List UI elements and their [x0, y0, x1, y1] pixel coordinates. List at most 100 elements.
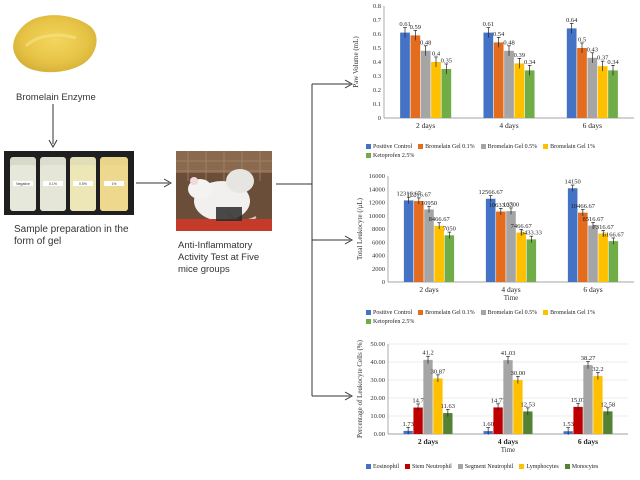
- bar: [588, 225, 598, 282]
- bar: [578, 212, 588, 282]
- data-label: 12316.67: [396, 191, 421, 198]
- data-label: 6166.67: [603, 231, 625, 238]
- data-label: 0.4: [432, 50, 441, 57]
- data-label: 0.39: [514, 52, 525, 59]
- data-label: 12.53: [521, 401, 536, 408]
- legend-swatch: [457, 464, 463, 469]
- bar: [413, 407, 423, 434]
- legend-item: Stem Neutrophil: [405, 462, 452, 471]
- bar: [444, 235, 455, 282]
- bar: [485, 198, 496, 282]
- bar: [424, 209, 434, 282]
- bar: [410, 35, 421, 118]
- data-label: 14.77: [491, 397, 506, 404]
- y-tick-label: 0: [378, 115, 381, 122]
- data-label: 1.53: [562, 421, 573, 428]
- legend-item: Ketoprofen 2.5%: [366, 317, 414, 326]
- bar: [506, 211, 516, 282]
- paw-volume-legend: Positive Control Bromelain Gel 0.1% Bromel…: [366, 142, 636, 160]
- bar: [441, 69, 452, 118]
- bar: [443, 413, 453, 434]
- bar: [493, 42, 504, 118]
- x-tick-label: 2 days: [416, 121, 435, 130]
- bar: [414, 201, 424, 282]
- data-label: 0.34: [607, 59, 619, 66]
- y-tick-label: 0.6: [373, 31, 382, 38]
- vial-label: 0.5%: [79, 182, 87, 186]
- data-label: 1.73: [402, 421, 413, 428]
- data-label: 0.37: [597, 55, 609, 62]
- y-tick-label: 6000: [372, 239, 385, 246]
- data-label: 41.2: [422, 350, 433, 357]
- leukocyte-legend: Positive Control Bromelain Gel 0.1% Bromel…: [366, 308, 636, 326]
- bar: [608, 70, 618, 118]
- y-tick-label: 40.00: [370, 359, 385, 366]
- data-label: 10466.67: [571, 203, 596, 210]
- x-tick-label: 6 days: [583, 121, 602, 130]
- x-tick-label: 4 days: [501, 285, 520, 294]
- legend-swatch: [366, 319, 371, 324]
- y-tick-label: 0.3: [373, 73, 381, 80]
- bar: [593, 376, 603, 434]
- legend-label: Bromelain Gel 0.5%: [487, 143, 538, 150]
- bar: [400, 32, 410, 118]
- legend-swatch: [366, 310, 371, 315]
- data-label: 14150: [565, 179, 581, 186]
- x-tick-label: 2 days: [418, 437, 438, 446]
- data-label: 0.54: [493, 31, 505, 38]
- arrow-down-icon: [48, 104, 58, 148]
- step3-label: Anti-Inflammatory Activity Test at Five …: [178, 240, 260, 275]
- data-label: 0.64: [566, 17, 578, 24]
- data-label: 7316.67: [593, 224, 615, 231]
- data-label: 7050: [443, 226, 456, 233]
- leukocyte-chart: 0 2000 4000 6000 8000 10000 12000 14000 16000 Tot…: [356, 173, 634, 302]
- data-label: 12216.67: [407, 191, 432, 198]
- bar: [493, 407, 503, 434]
- data-label: 10633.33: [489, 202, 513, 209]
- legend-label: Bromelain Gel 1%: [550, 309, 596, 316]
- legend-label: Ketoprofen 2.5%: [373, 152, 415, 159]
- y-tick-label: 14000: [369, 186, 385, 193]
- y-tick-label: 0: [382, 279, 385, 286]
- legend-label: Bromelain Gel 0.1%: [425, 143, 475, 150]
- y-tick-label: 16000: [369, 173, 385, 180]
- x-axis-label: Time: [501, 446, 516, 454]
- legend-item: Positive Control: [366, 308, 412, 317]
- y-tick-label: 20.00: [370, 395, 385, 402]
- data-label: 30.00: [511, 370, 526, 377]
- bar: [573, 406, 583, 434]
- legend-swatch: [480, 144, 486, 149]
- data-label: 0.59: [410, 24, 421, 31]
- legend-item: Bromelain Gel 1%: [543, 308, 595, 317]
- bar: [433, 378, 443, 434]
- y-tick-label: 0.7: [373, 17, 382, 24]
- legend-item: Ketoprofen 2.5%: [366, 151, 414, 160]
- y-tick-label: 8000: [372, 226, 385, 233]
- bar: [587, 57, 598, 118]
- legend-swatch: [543, 310, 549, 315]
- bar: [503, 360, 513, 434]
- y-tick-label: 0.5: [373, 45, 381, 52]
- legend-label: Ketoprofen 2.5%: [373, 318, 415, 325]
- x-tick-label: 2 days: [419, 285, 438, 294]
- legend-item: Lymphocytes: [519, 462, 559, 471]
- y-tick-label: 0.8: [373, 3, 381, 10]
- y-tick-label: 0.00: [374, 431, 385, 438]
- legend-label: Bromelain Gel 1%: [550, 143, 596, 150]
- y-tick-label: 10000: [369, 213, 385, 220]
- x-tick-label: 4 days: [498, 437, 518, 446]
- bar: [420, 50, 431, 118]
- bar: [516, 232, 526, 282]
- legend-label: Positive Control: [373, 309, 413, 316]
- legend-label: Positive Control: [373, 143, 413, 150]
- legend-swatch: [418, 310, 424, 315]
- bar: [526, 239, 537, 282]
- branch-connector: [276, 79, 354, 401]
- data-label: 0.34: [524, 59, 536, 66]
- y-axis-label: Percentage of Leukocyte Cells (%): [356, 339, 364, 438]
- bar: [504, 50, 514, 118]
- data-label: 38.27: [581, 355, 596, 362]
- leukocyte-cells-chart: 0.00 10.00 20.00 30.00 40.00 50.00 Percentage …: [356, 339, 628, 454]
- data-label: 30.87: [431, 368, 446, 375]
- bar: [483, 32, 494, 118]
